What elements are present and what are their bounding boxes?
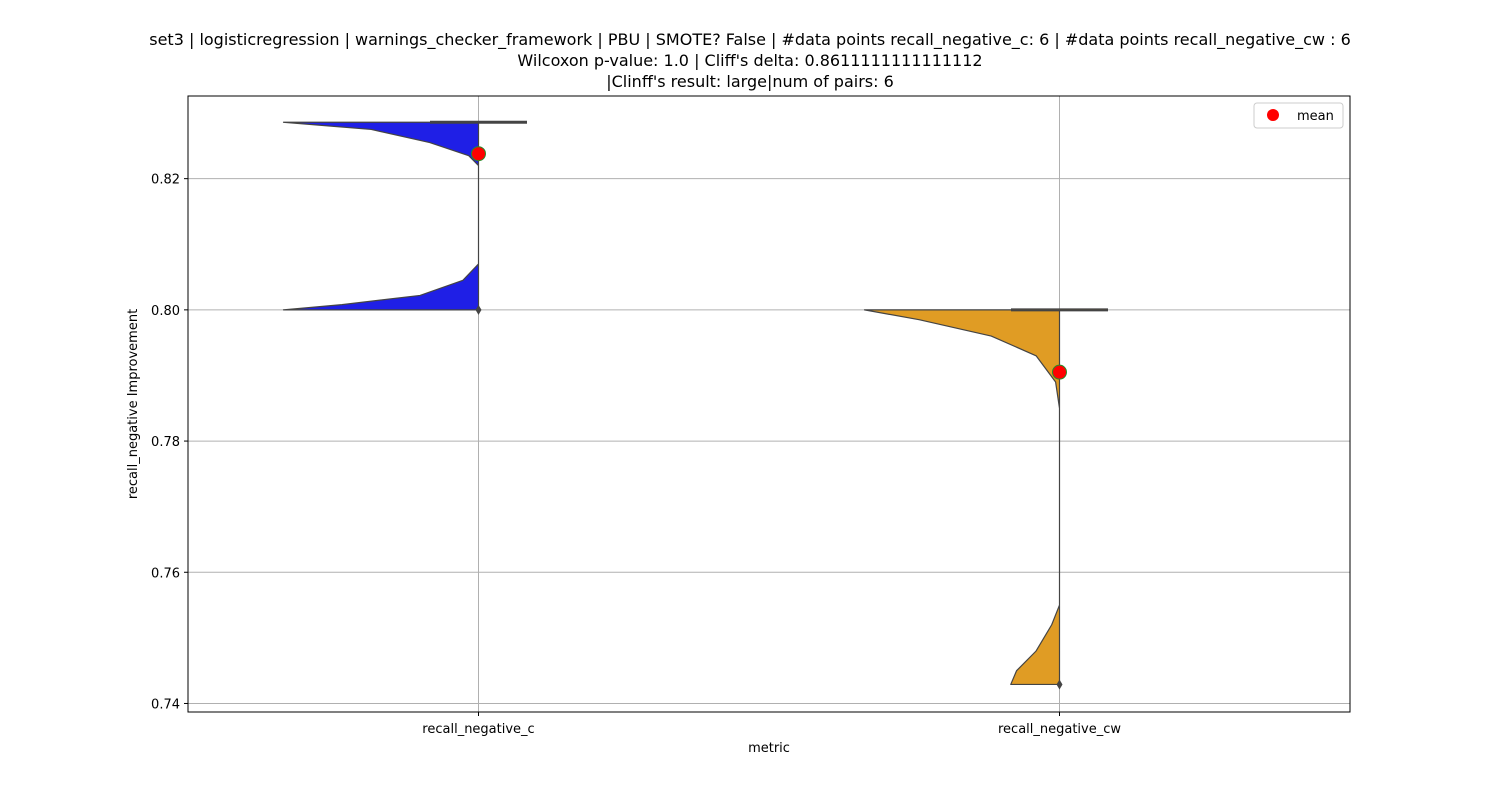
chart-title-line-3: |Clinff's result: large|num of pairs: 6 xyxy=(606,72,894,91)
outlier-point xyxy=(475,304,482,315)
legend-mean-marker xyxy=(1267,109,1279,121)
violin-recall_negative_cw xyxy=(863,309,1061,686)
legend-mean-label: mean xyxy=(1297,109,1334,124)
mean-layer xyxy=(471,146,1067,380)
y-tick-label: 0.82 xyxy=(151,173,180,188)
x-tick-label: recall_negative_c xyxy=(422,722,534,737)
y-tick-label: 0.74 xyxy=(151,697,180,712)
legend: mean xyxy=(1253,102,1344,129)
axis-layer: 0.74 0.76 0.78 0.80 0.82 recall_negative_c rec… xyxy=(151,173,1121,737)
mean-point-recall_negative_c xyxy=(471,146,486,162)
outlier-point xyxy=(1056,679,1063,690)
legend-box xyxy=(1253,102,1344,129)
x-tick-label: recall_negative_cw xyxy=(998,722,1121,737)
y-axis-label: recall_negative Improvement xyxy=(126,309,141,499)
violin-layer xyxy=(282,121,1061,686)
y-tick-label: 0.76 xyxy=(151,566,180,581)
box-layer xyxy=(430,120,1108,690)
x-axis-label: metric xyxy=(748,741,790,756)
mean-point-recall_negative_cw xyxy=(1052,364,1067,380)
plot-frame xyxy=(187,95,1351,713)
y-tick-label: 0.78 xyxy=(151,435,180,450)
grid-layer xyxy=(188,96,1350,712)
chart-title-line-2: Wilcoxon p-value: 1.0 | Cliff's delta: 0… xyxy=(517,51,983,70)
violin-recall_negative_c xyxy=(282,121,480,311)
chart-title-line-1: set3 | logisticregression | warnings_che… xyxy=(149,30,1351,49)
y-tick-label: 0.80 xyxy=(151,304,180,319)
